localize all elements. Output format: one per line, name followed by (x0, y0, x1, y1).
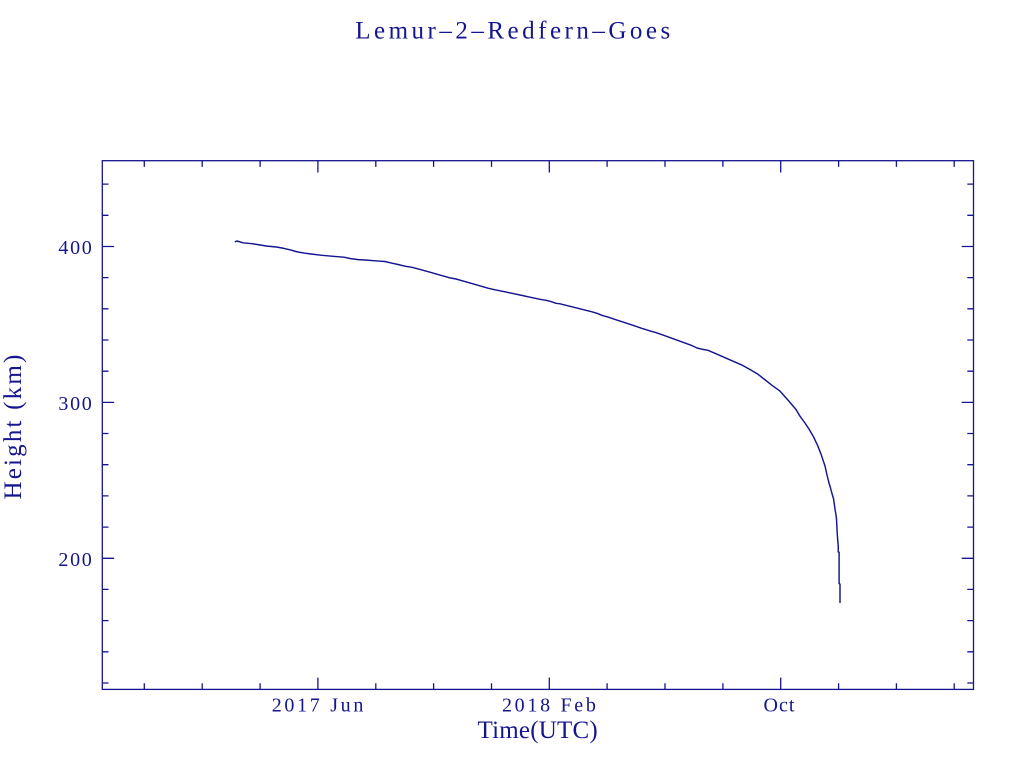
svg-text:400: 400 (58, 237, 93, 259)
svg-text:2018 Feb: 2018 Feb (502, 694, 599, 716)
svg-text:300: 300 (58, 393, 93, 415)
svg-text:2017 Jun: 2017 Jun (272, 694, 366, 716)
svg-text:Lemur–2–Redfern–Goes: Lemur–2–Redfern–Goes (355, 18, 674, 45)
svg-text:Height (km): Height (km) (0, 352, 27, 499)
svg-text:Oct: Oct (764, 694, 796, 716)
svg-text:Time(UTC): Time(UTC) (478, 717, 598, 744)
svg-text:200: 200 (58, 549, 93, 571)
